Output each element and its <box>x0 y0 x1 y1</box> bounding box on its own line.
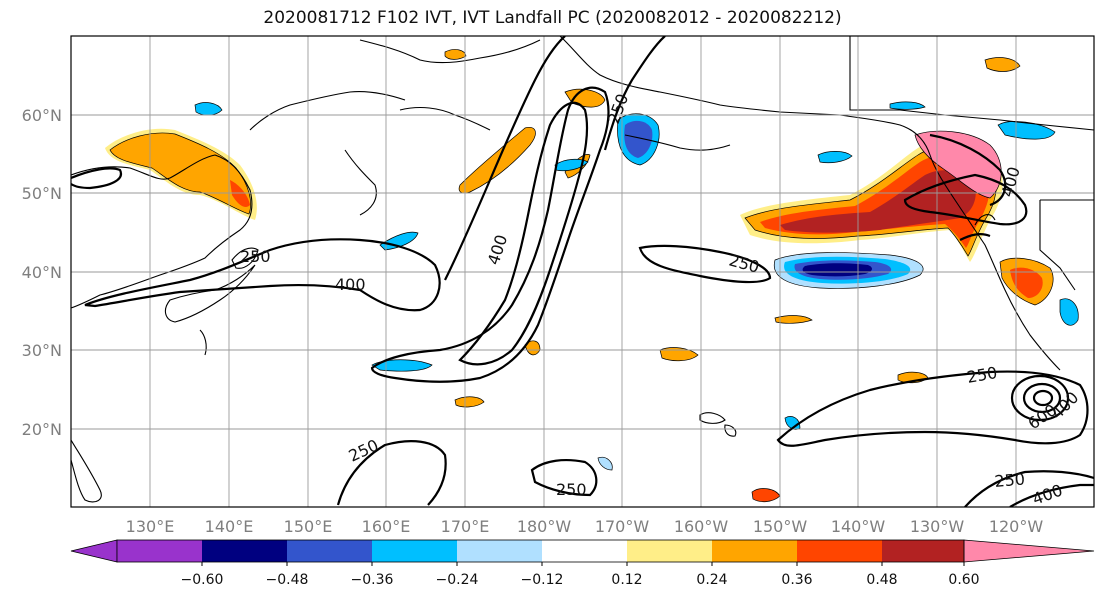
negative-anomaly-blob <box>379 231 419 251</box>
lon-label: 130°E <box>126 517 175 536</box>
positive-anomaly-blob <box>230 180 250 207</box>
colorbar-segment <box>712 540 797 562</box>
positive-anomaly-blob <box>780 170 976 233</box>
lon-label: 140°E <box>205 517 254 536</box>
map-frame <box>70 35 1095 508</box>
colorbar-segment <box>202 540 287 562</box>
longitude-labels: 130°E 140°E 150°E 160°E 170°E 180°W 170°… <box>126 517 1044 536</box>
colorbar-segment <box>797 540 882 562</box>
colorbar-tick-label: 0.12 <box>611 572 642 588</box>
contour-label: 250 <box>240 247 271 266</box>
graticule <box>71 36 1094 507</box>
negative-anomaly-blob <box>624 120 653 158</box>
positive-anomaly-blob <box>109 132 251 215</box>
colorbar-outline <box>116 539 965 563</box>
negative-anomaly-blob <box>554 158 589 172</box>
lon-label: 170°E <box>441 517 490 536</box>
colorbar-tick-label: 0.24 <box>696 572 727 588</box>
contour-label: 400 <box>335 275 366 294</box>
colorbar-tick-label: −0.60 <box>181 572 224 588</box>
colorbar-tick-label: 0.48 <box>866 572 897 588</box>
negative-anomaly-blob <box>597 456 613 471</box>
colorbar-tick-label: −0.12 <box>521 572 564 588</box>
colorbar-segment <box>542 540 627 562</box>
positive-anomaly-blob <box>774 315 813 324</box>
colorbar-segment <box>882 540 964 562</box>
lon-label: 130°W <box>910 517 965 536</box>
map-background <box>71 36 1094 507</box>
negative-anomaly-blob <box>802 263 872 277</box>
lon-label: 120°W <box>989 517 1044 536</box>
lon-label: 140°W <box>831 517 886 536</box>
ivt-contours <box>71 36 1094 507</box>
colorbar-segment <box>457 540 542 562</box>
lon-label: 160°W <box>674 517 729 536</box>
map-title: 2020081712 F102 IVT, IVT Landfall PC (20… <box>263 8 842 28</box>
colorbar-tick-label: 0.36 <box>781 572 812 588</box>
colorbar-segment <box>287 540 372 562</box>
negative-anomaly-blob <box>889 101 926 110</box>
colorbar-segment <box>117 540 202 562</box>
lat-label: 20°N <box>22 420 62 439</box>
contour-label: 250 <box>556 480 587 499</box>
negative-anomaly-blob <box>1059 298 1079 326</box>
colorbar-tick-label: −0.48 <box>266 572 309 588</box>
colorbar-extend-left <box>70 539 118 563</box>
negative-anomaly-blob <box>194 102 223 116</box>
lat-label: 50°N <box>22 184 62 203</box>
lat-label: 60°N <box>22 106 62 125</box>
positive-anomaly-blob <box>1010 267 1043 298</box>
negative-anomaly-blob <box>371 359 433 372</box>
colorbar-segment <box>372 540 457 562</box>
lon-label: 170°W <box>595 517 650 536</box>
colorbar-tick-label: 0.60 <box>948 572 979 588</box>
positive-anomaly-blob <box>454 396 485 408</box>
lon-label: 180°W <box>517 517 572 536</box>
positive-anomaly-blob <box>914 130 1002 199</box>
positive-anomaly-blob <box>984 57 1021 72</box>
colorbar-extend-right <box>963 539 1095 563</box>
lon-label: 150°W <box>753 517 808 536</box>
contour-label: 250 <box>994 469 1026 491</box>
negative-anomaly-blob <box>817 151 853 164</box>
lon-label: 160°E <box>362 517 411 536</box>
positive-anomaly-blob <box>659 347 699 362</box>
colorbar-tick-label: −0.24 <box>436 572 479 588</box>
latitude-labels: 60°N 50°N 40°N 30°N 20°N <box>22 106 62 439</box>
positive-anomaly-blob <box>444 49 467 60</box>
colorbar-tick-label: −0.36 <box>351 572 394 588</box>
lat-label: 30°N <box>22 341 62 360</box>
lat-label: 40°N <box>22 263 62 282</box>
lon-label: 150°E <box>284 517 333 536</box>
colorbar-segment <box>627 540 712 562</box>
colorbar: −0.60 −0.48 −0.36 −0.24 −0.12 0.12 0.24 … <box>70 539 1095 588</box>
